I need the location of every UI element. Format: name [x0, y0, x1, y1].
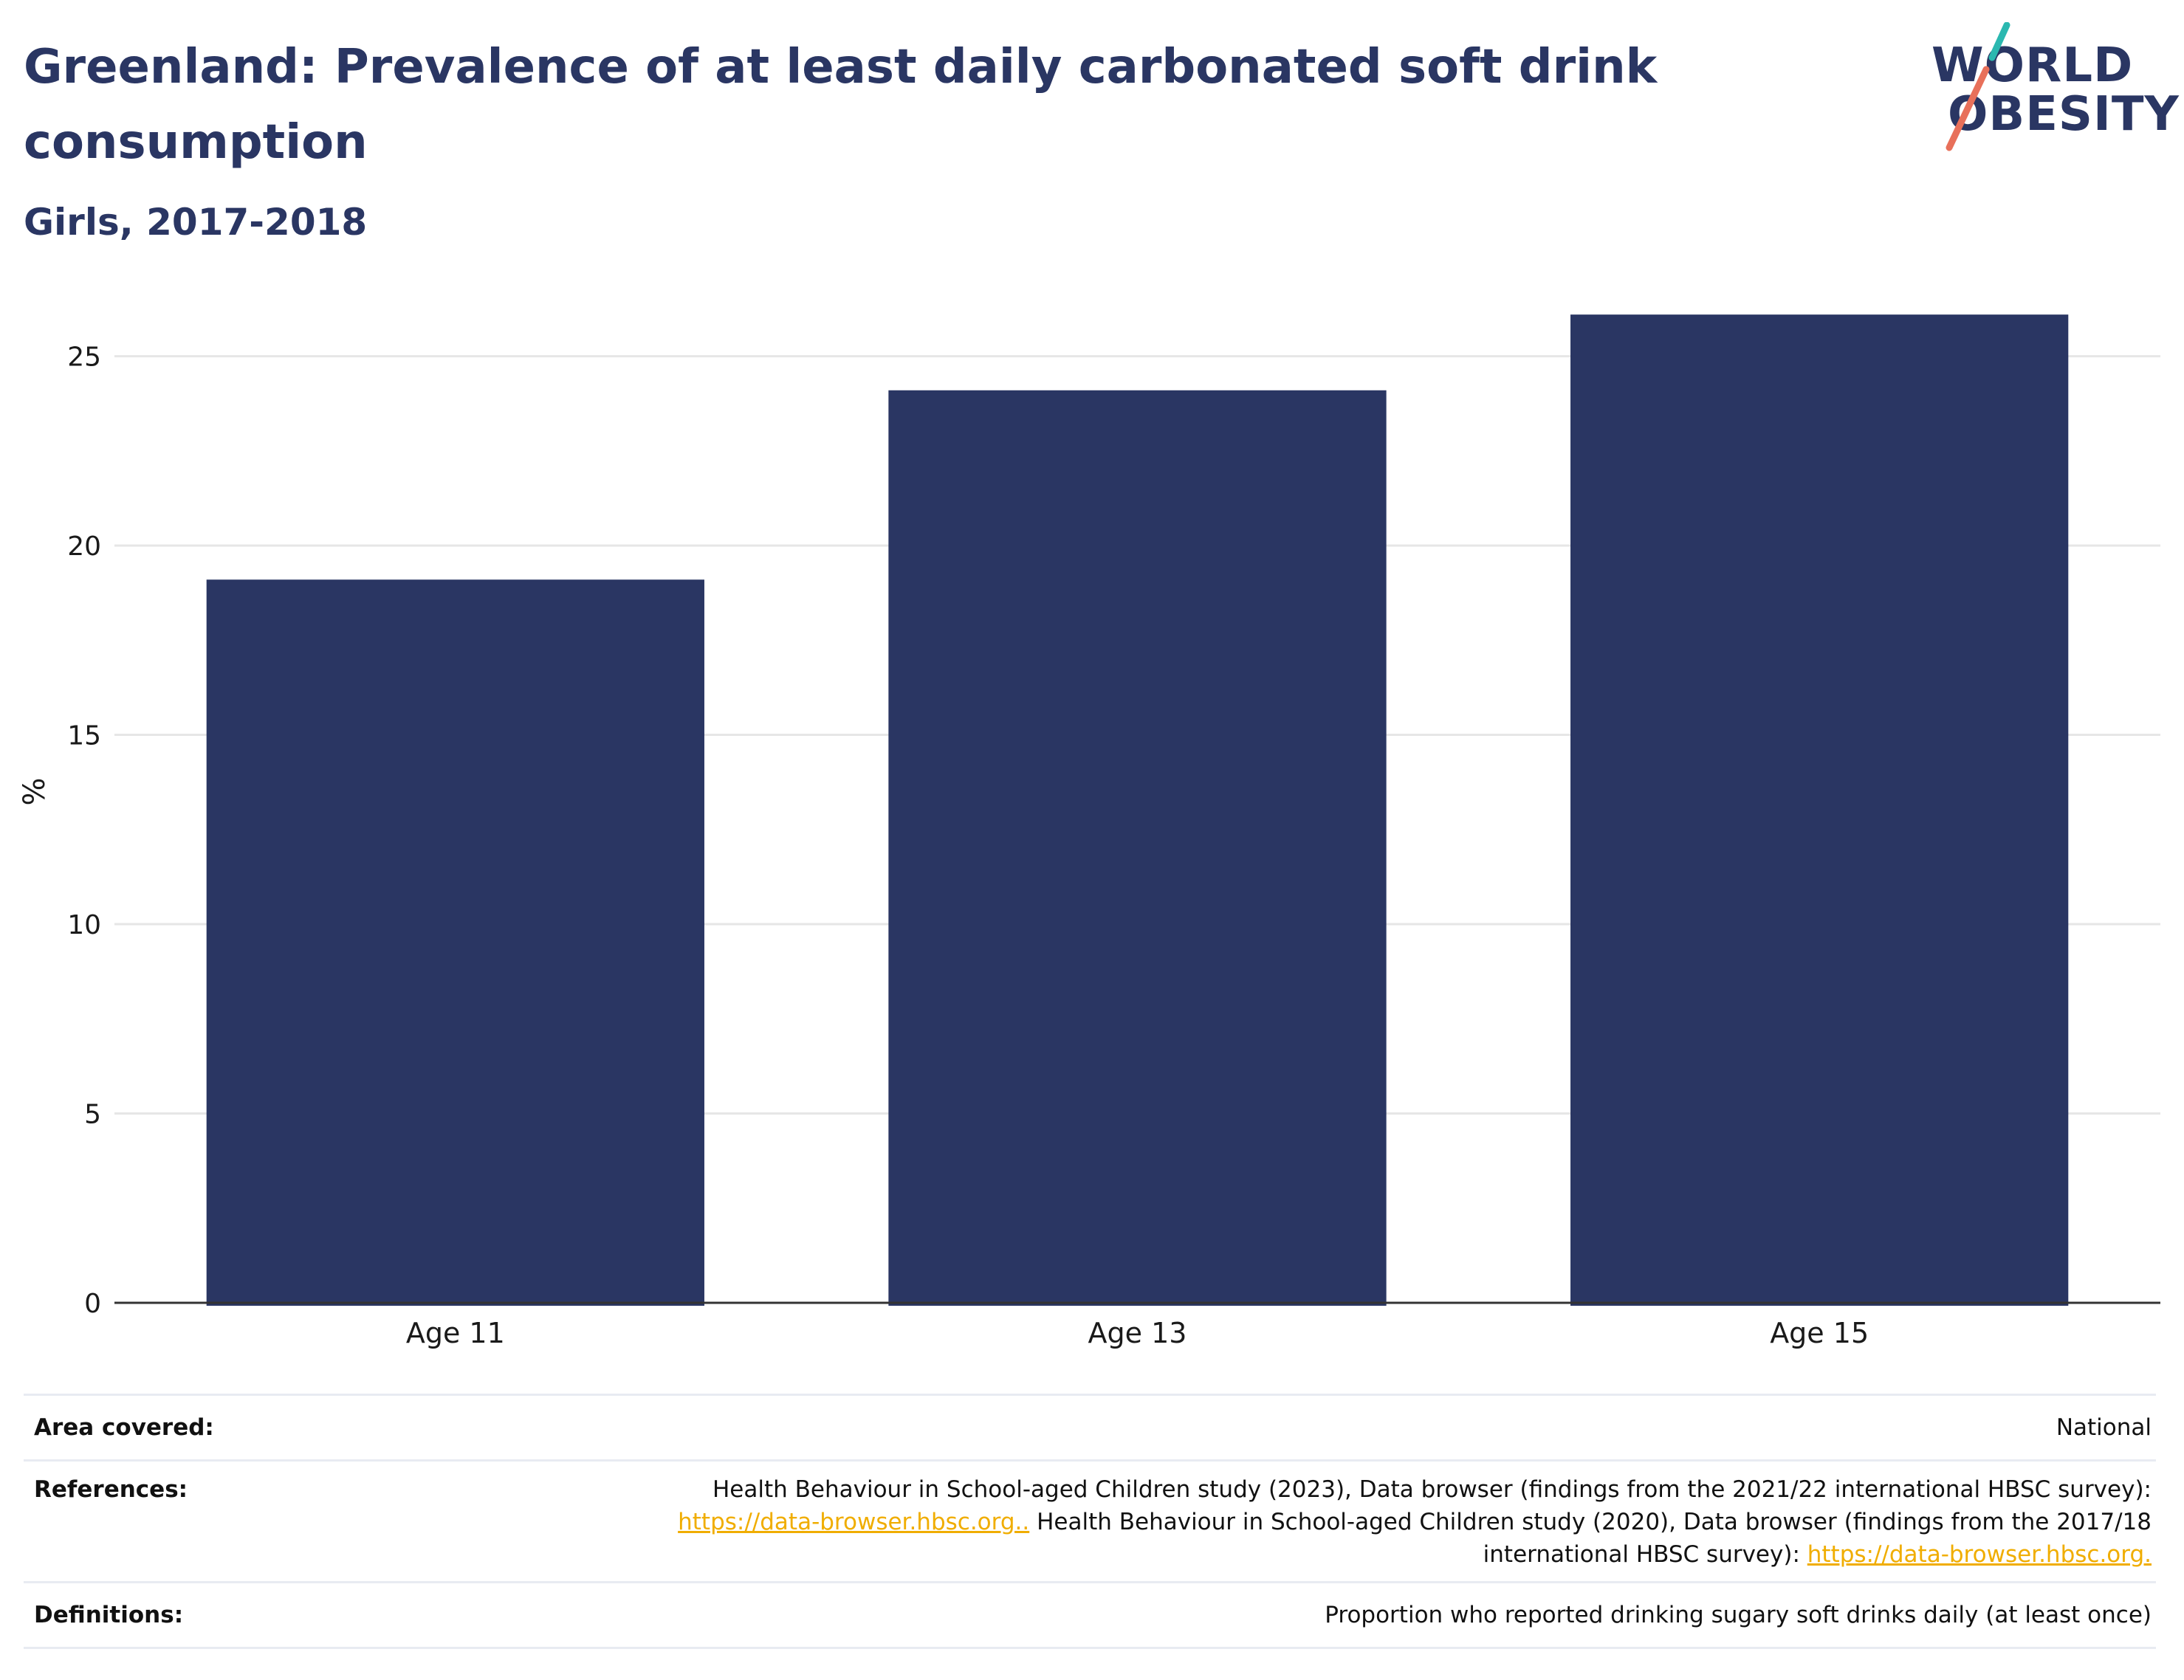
- chart-footer: Area covered: National References: Healt…: [24, 1394, 2156, 1649]
- x-tick-labels: Age 11 Age 13 Age 15: [406, 1317, 1869, 1349]
- references-text-1: Health Behaviour in School-aged Children…: [712, 1476, 2152, 1503]
- references-value: Health Behaviour in School-aged Children…: [678, 1473, 2156, 1571]
- y-tick-label: 0: [84, 1289, 101, 1319]
- footer-row-references: References: Health Behaviour in School-a…: [24, 1459, 2156, 1581]
- footer-row-area: Area covered: National: [24, 1394, 2156, 1459]
- x-tick-label: Age 15: [1770, 1317, 1869, 1349]
- bar-chart: 0 5 10 15 20 25 Age 11 Age 13 Age 15 %: [18, 314, 2160, 1349]
- references-text-3: international HBSC survey):: [1483, 1541, 1807, 1568]
- x-tick-label: Age 11: [406, 1317, 505, 1349]
- chart-subtitle: Girls, 2017-2018: [24, 201, 368, 244]
- references-label: References:: [34, 1476, 188, 1503]
- chart-title: Greenland: Prevalence of at least daily …: [24, 40, 1658, 170]
- logo-line-2: OBESITY: [1948, 87, 2180, 142]
- definitions-value: Proportion who reported drinking sugary …: [1325, 1602, 2152, 1628]
- bar-age-11: [206, 579, 704, 1306]
- y-axis-label: %: [18, 777, 52, 805]
- logo-line-1: WORLD: [1931, 38, 2134, 93]
- y-tick-label: 20: [67, 531, 101, 562]
- bar-age-15: [1570, 314, 2069, 1307]
- bar-age-13: [888, 390, 1387, 1306]
- world-obesity-logo: WORLD OBESITY: [1927, 22, 2179, 155]
- definitions-label: Definitions:: [34, 1602, 184, 1628]
- area-covered-value: National: [2056, 1414, 2152, 1441]
- references-text-2: Health Behaviour in School-aged Children…: [1029, 1509, 2152, 1535]
- bars: [206, 314, 2069, 1307]
- y-tick-label: 15: [67, 721, 101, 751]
- logo-slash-icon: [1946, 22, 2010, 151]
- y-tick-labels: 0 5 10 15 20 25: [67, 342, 101, 1319]
- x-tick-label: Age 13: [1088, 1317, 1187, 1349]
- y-tick-label: 25: [67, 342, 101, 373]
- area-covered-label: Area covered:: [34, 1414, 214, 1441]
- footer-row-definitions: Definitions: Proportion who reported dri…: [24, 1581, 2156, 1649]
- y-tick-label: 5: [84, 1100, 101, 1130]
- references-link-2[interactable]: https://data-browser.hbsc.org.: [1807, 1541, 2152, 1568]
- references-link-1[interactable]: https://data-browser.hbsc.org..: [678, 1509, 1030, 1535]
- y-tick-label: 10: [67, 910, 101, 940]
